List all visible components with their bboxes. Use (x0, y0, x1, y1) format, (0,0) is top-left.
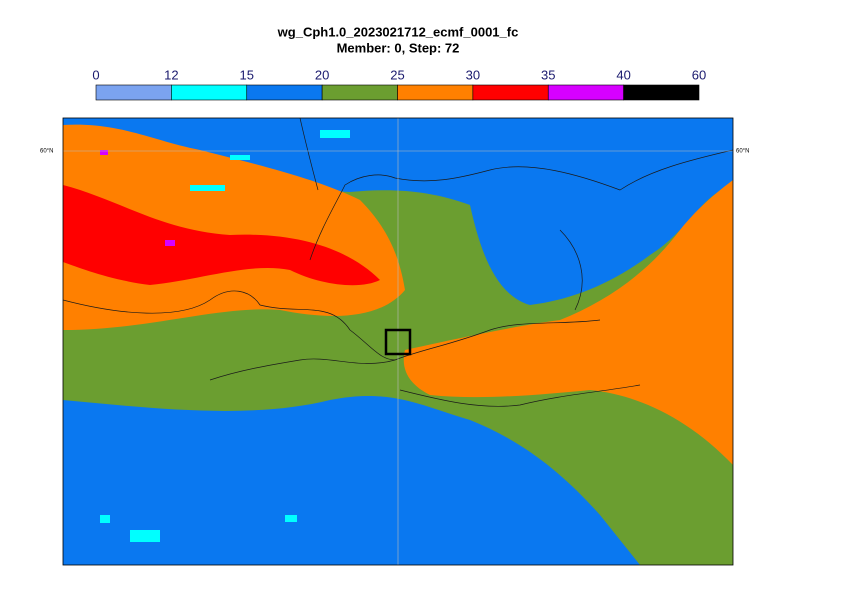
colorbar-segment (397, 84, 474, 101)
colorbar-tick-label: 40 (616, 67, 630, 82)
colorbar-tick-label: 20 (315, 67, 329, 82)
colorbar-tick-label: 35 (541, 67, 555, 82)
lat-label: 60°N (736, 149, 749, 155)
target-box (384, 328, 412, 356)
colorbar-tick-label: 12 (164, 67, 178, 82)
subtitle: Member: 0, Step: 72 (337, 40, 460, 55)
title: wg_Cph1.0_2023021712_ecmf_0001_fc (277, 24, 519, 39)
colorbar-tick-label: 0 (92, 67, 99, 82)
field-magenta (100, 150, 175, 246)
colorbar-segment (246, 84, 323, 101)
colorbar-segment (95, 84, 172, 101)
colorbar-segment (623, 84, 700, 101)
colorbar-tick-label: 30 (466, 67, 480, 82)
coastline (63, 290, 601, 361)
colorbar-segment (171, 84, 248, 101)
field-cyan (100, 130, 350, 542)
lat-label: 60°N (40, 149, 53, 155)
coastline (309, 149, 733, 261)
colorbar-segment (547, 84, 624, 101)
map-frame (62, 117, 734, 566)
colorbar-segment (321, 84, 398, 101)
colorbar-tick-label: 25 (390, 67, 404, 82)
colorbar: 0 12 15 20 25 30 35 40 60 (92, 67, 706, 101)
colorbar-tick-label: 15 (240, 67, 254, 82)
colorbar-segment (472, 84, 549, 101)
map (63, 118, 733, 565)
field-red (63, 185, 380, 286)
colorbar-tick-label: 60 (692, 67, 706, 82)
coastline (209, 358, 641, 407)
field-blue (63, 395, 640, 565)
